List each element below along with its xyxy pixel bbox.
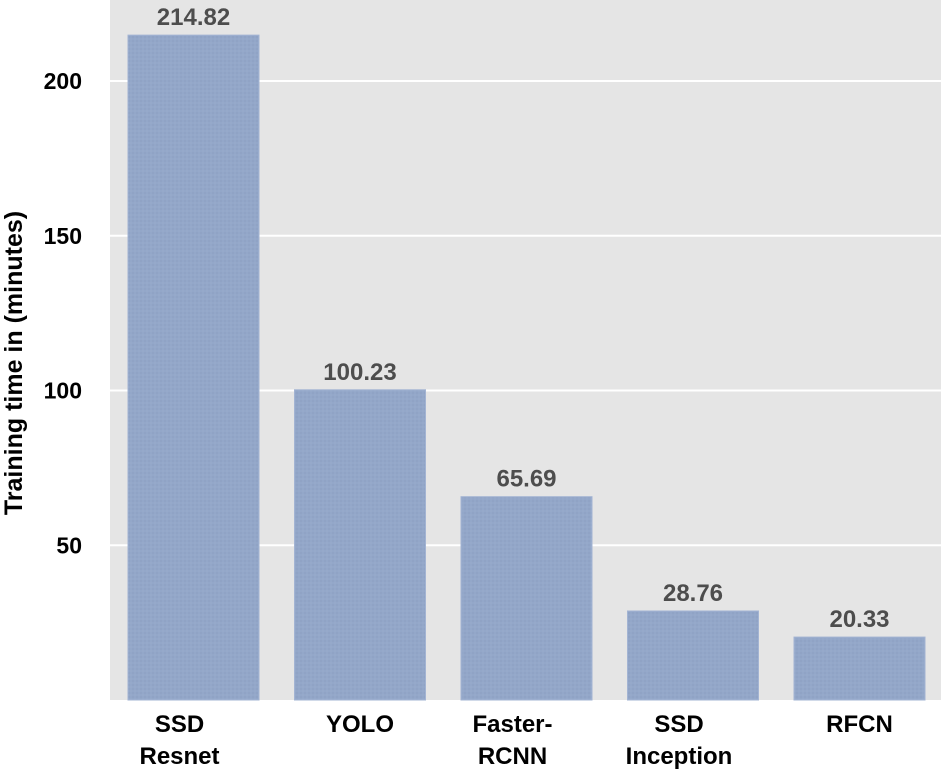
x-category-line: SSD — [654, 711, 703, 738]
y-tick-label-150: 150 — [44, 223, 82, 249]
x-category-line: Inception — [626, 743, 733, 770]
y-axis-ticks: 50 100 150 200 — [44, 68, 82, 558]
x-category-line: RCNN — [478, 743, 547, 770]
bar-2 — [460, 496, 593, 701]
x-category-line: SSD — [155, 711, 204, 738]
x-category-line: RFCN — [826, 711, 893, 738]
x-category-label-3: SSD Inception — [626, 711, 733, 770]
data-label-1: 100.23 — [323, 359, 396, 386]
y-tick-label-100: 100 — [44, 378, 82, 404]
data-labels: 214.82 100.23 65.69 28.76 20.33 — [157, 4, 890, 633]
y-axis-label: Training time in (minutes) — [0, 211, 28, 515]
x-category-line: YOLO — [326, 711, 394, 738]
data-label-4: 20.33 — [829, 606, 889, 633]
x-axis-categories: SSD Resnet YOLO Faster- RCNN SSD Inception RFCN — [139, 711, 892, 770]
data-label-0: 214.82 — [157, 4, 230, 31]
x-category-line: Faster- — [472, 711, 552, 738]
bar-3 — [627, 610, 759, 701]
bars — [127, 34, 926, 701]
data-label-3: 28.76 — [663, 580, 723, 607]
x-category-label-2: Faster- RCNN — [472, 711, 552, 770]
x-category-label-4: RFCN — [826, 711, 893, 738]
bar-0 — [127, 34, 260, 701]
y-tick-label-200: 200 — [44, 68, 82, 94]
y-tick-label-50: 50 — [56, 532, 82, 558]
x-category-label-0: SSD Resnet — [139, 711, 219, 770]
x-category-label-1: YOLO — [326, 711, 394, 738]
x-category-line: Resnet — [139, 743, 219, 770]
data-label-2: 65.69 — [496, 466, 556, 493]
bar-1 — [294, 389, 426, 701]
bar-4 — [793, 636, 926, 701]
